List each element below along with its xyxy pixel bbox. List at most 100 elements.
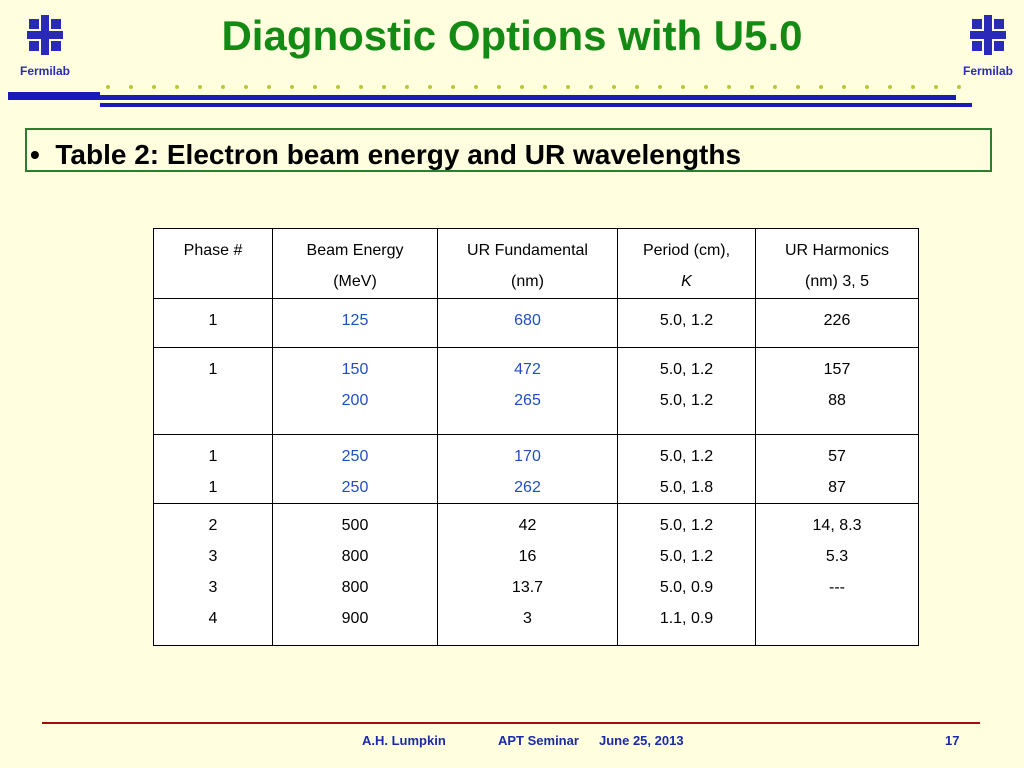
table-cell: 5.0, 1.2 [617, 298, 756, 348]
bullet-text: Table 2: Electron beam energy and UR wav… [55, 139, 742, 170]
table-cell: 42 16 13.7 3 [437, 503, 618, 646]
cell-line: K [681, 273, 692, 290]
cell-line: UR Fundamental [467, 242, 588, 259]
cell-line: (nm) 3, 5 [804, 273, 869, 290]
table-cell: 1 [153, 298, 273, 348]
cell-line: 1 [208, 448, 218, 465]
title: Diagnostic Options with U5.0 [221, 12, 803, 59]
cell-line: 680 [514, 312, 541, 329]
table-cell: 250 250 [272, 434, 438, 504]
logo-icon [27, 15, 1006, 55]
cell-line: 226 [823, 312, 851, 329]
cell-line: Beam Energy [306, 242, 404, 259]
cell-line: 16 [518, 548, 537, 565]
rule [8, 92, 100, 95]
table-cell: 680 [437, 298, 618, 348]
table-cell: 57 87 [755, 434, 919, 504]
table-cell: 226 [755, 298, 919, 348]
cell-line: 3 [208, 548, 218, 565]
cell-line: 5.0, 0.9 [659, 579, 714, 596]
table-cell: 14, 8.3 5.3 --- [755, 503, 919, 646]
cell-line: (MeV) [333, 273, 377, 290]
table-cell: 472 265 [437, 347, 618, 435]
bullet-box [25, 128, 992, 172]
table-cell: Phase # [153, 228, 273, 299]
cell-line: 200 [341, 392, 369, 409]
table-cell: 5.0, 1.2 5.0, 1.2 5.0, 0.9 1.1, 0.9 [617, 503, 756, 646]
cell-line: 472 [514, 361, 541, 378]
cell-line: 4 [208, 610, 218, 627]
cell-line: 157 [823, 361, 851, 378]
table-cell: 125 [272, 298, 438, 348]
cell-line: 14, 8.3 [812, 517, 862, 534]
rule [100, 103, 972, 107]
cell-line: Period (cm), [642, 242, 731, 259]
cell-line: UR Harmonics [784, 242, 889, 259]
table-cell: UR Harmonics (nm) 3, 5 [755, 228, 919, 299]
cell-line: 5.0, 1.2 [659, 312, 714, 329]
cell-line: 57 [828, 448, 846, 465]
cell-line: 1 [208, 361, 218, 378]
logo-label: Fermilab [19, 64, 70, 78]
logo-label: Fermilab [962, 64, 1013, 78]
footer-event: APT Seminar [498, 733, 579, 748]
cell-line: 5.0, 1.2 [659, 517, 714, 534]
cell-line: 87 [828, 479, 846, 496]
cell-line: 900 [341, 610, 369, 627]
cell-line: 262 [514, 479, 541, 496]
cell-line: 5.0, 1.2 [659, 448, 714, 465]
cell-line: --- [829, 579, 845, 596]
table-row: 1 1 250 250 170 262 5.0, 1.2 5.0, 1.8 57 87 [153, 434, 919, 504]
table-row: 1 125 680 5.0, 1.2 226 [153, 298, 919, 348]
cell-line: 500 [341, 517, 369, 534]
cell-line: 5.3 [825, 548, 849, 565]
cell-line: 88 [828, 392, 846, 409]
footer-page: 17 [945, 733, 960, 748]
cell-line: 800 [341, 548, 369, 565]
cell-line: 800 [341, 579, 369, 596]
table-cell: 1 [153, 347, 273, 435]
table-row: 2 3 3 4 500 800 800 900 42 16 13.7 3 5.0, 1.2 5.0, 1.… [153, 503, 919, 646]
table-cell: Beam Energy (MeV) [272, 228, 438, 299]
cell-line: 5.0, 1.2 [659, 548, 714, 565]
decor [8, 15, 1006, 107]
table-cell: 150 200 [272, 347, 438, 435]
footer-author: A.H. Lumpkin [362, 733, 446, 748]
cell-line: (nm) [511, 273, 544, 290]
cell-line: 3 [523, 610, 532, 627]
cell-line: 1 [208, 312, 218, 329]
table-row: 1 150 200 472 265 5.0, 1.2 5.0, 1.2 157 88 [153, 347, 919, 435]
cell-line: 170 [514, 448, 541, 465]
cell-line: 1.1, 0.9 [659, 610, 714, 627]
table-cell: 157 88 [755, 347, 919, 435]
cell-line: 265 [514, 392, 541, 409]
cell-line: 42 [518, 517, 537, 534]
cell-line: 125 [341, 312, 369, 329]
table-row: Phase # Beam Energy (MeV) UR Fundamental (nm… [153, 228, 919, 299]
table-cell: UR Fundamental (nm) [437, 228, 618, 299]
table-cell: Period (cm), K [617, 228, 756, 299]
cell-line: 1 [208, 479, 218, 496]
cell-line: 3 [208, 579, 218, 596]
table-cell: 170 262 [437, 434, 618, 504]
bullet: • Table 2: Electron beam energy and UR w… [30, 139, 742, 170]
cell-line: 250 [341, 479, 369, 496]
table-cell: 5.0, 1.2 5.0, 1.2 [617, 347, 756, 435]
footer-rule [42, 722, 980, 724]
cell-line: 5.0, 1.2 [659, 361, 714, 378]
cell-line: 5.0, 1.8 [659, 479, 714, 496]
cell-line: 2 [208, 517, 218, 534]
table-cell: 2 3 3 4 [153, 503, 273, 646]
data-table: Phase # Beam Energy (MeV) UR Fundamental (nm… [153, 228, 919, 646]
cell-line: 250 [341, 448, 369, 465]
footer-date: June 25, 2013 [599, 733, 684, 748]
cell-line: 5.0, 1.2 [659, 392, 714, 409]
cell-line: 150 [341, 361, 369, 378]
rule [8, 95, 956, 100]
cell-line: 13.7 [511, 579, 544, 596]
table-cell: 5.0, 1.2 5.0, 1.8 [617, 434, 756, 504]
cell-line: Phase # [183, 242, 243, 259]
table-cell: 500 800 800 900 [272, 503, 438, 646]
